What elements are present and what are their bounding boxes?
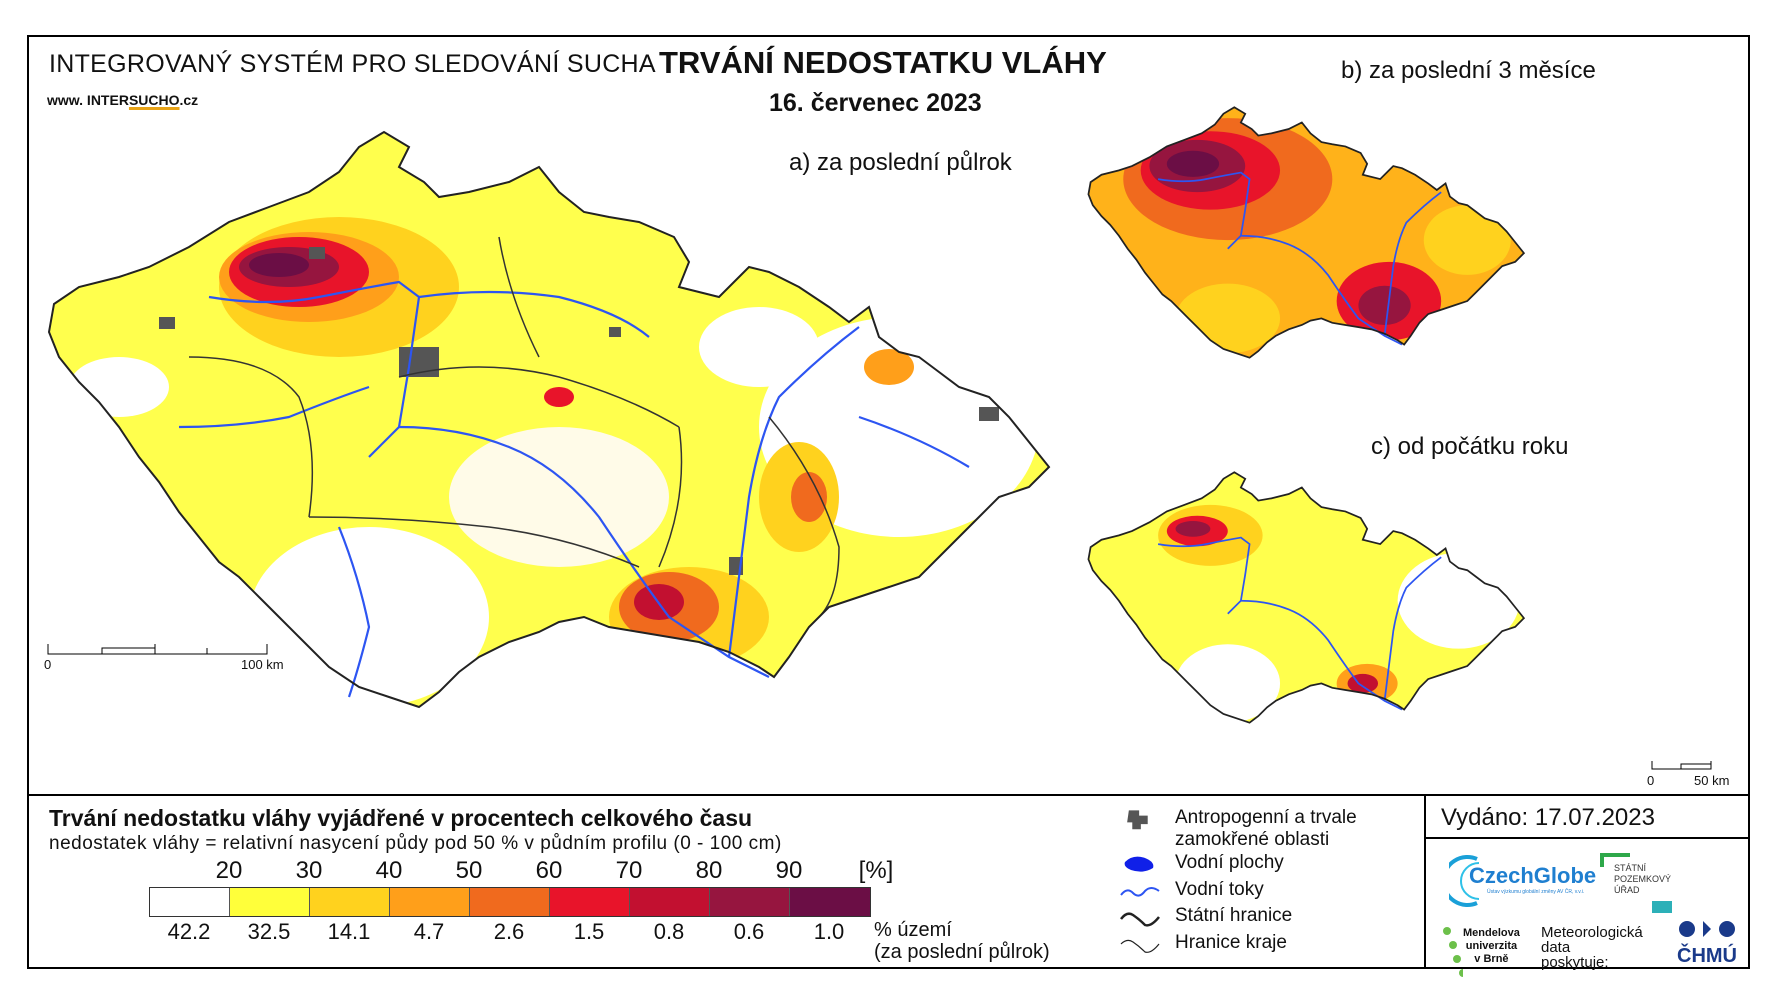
spu-mark-icon <box>1600 853 1630 867</box>
issued-divider <box>1424 837 1748 839</box>
legend-region-border: Hranice kraje <box>1119 932 1287 956</box>
legend-class-1 <box>230 888 310 916</box>
legend-share-1: 32.5 <box>247 919 291 944</box>
map-c-since-year-start <box>1087 471 1525 724</box>
issued-date: Vydáno: 17.07.2023 <box>1441 804 1655 831</box>
legend-subtitle: nedostatek vláhy = relativní nasycení pů… <box>49 833 782 854</box>
legend-share-3: 4.7 <box>413 919 445 944</box>
main-title: TRVÁNÍ NEDOSTATKU VLÁHY <box>659 45 1107 80</box>
legend-tick-80: 80 <box>695 857 723 884</box>
mendel-logo: Mendelova univerzita v Brně <box>1443 927 1520 977</box>
legend-share-2: 14.1 <box>327 919 371 944</box>
state-border-icon <box>1120 912 1160 927</box>
map-a-last-half-year <box>48 131 1050 708</box>
legend-tick-90: 90 <box>775 857 803 884</box>
legend-share-8: 1.0 <box>813 919 845 944</box>
legend-class-0 <box>150 888 230 916</box>
legend-class-7 <box>710 888 790 916</box>
legend-share-7: 0.6 <box>733 919 765 944</box>
scale-bar-a <box>47 644 268 655</box>
legend-share-unit: % území (za poslední půlrok) <box>874 919 1050 963</box>
data-provider-note: Meteorologická data poskytuje: <box>1541 924 1643 971</box>
legend-tick-60: 60 <box>535 857 563 884</box>
urban-area-icon <box>1127 810 1148 830</box>
legend-vertical-divider <box>1424 794 1426 967</box>
scale-c-end: 50 km <box>1694 773 1730 788</box>
legend-tick-30: 30 <box>295 857 323 884</box>
scale-a-start: 0 <box>44 657 52 672</box>
water-body-icon <box>1124 856 1154 872</box>
legend-class-8 <box>790 888 870 916</box>
legend-state-border: Státní hranice <box>1119 905 1292 929</box>
website-link[interactable]: www. INTERSUCHO.cz <box>47 92 199 108</box>
map-b-last-3-months <box>1087 106 1525 359</box>
mendel-dots-icon <box>1443 927 1463 977</box>
scale-bar-c <box>1651 761 1712 770</box>
legend-urban: Antropogenní a trvale zamokřené oblasti <box>1119 807 1357 851</box>
legend-share-6: 0.8 <box>653 919 685 944</box>
legend-class-5 <box>550 888 630 916</box>
legend-tick-20: 20 <box>215 857 243 884</box>
legend-tick-70: 70 <box>615 857 643 884</box>
legend-title: Trvání nedostatku vláhy vyjádřené v proc… <box>49 805 753 831</box>
legend-tick-40: 40 <box>375 857 403 884</box>
map-date: 16. červenec 2023 <box>769 89 982 117</box>
legend-share-4: 2.6 <box>493 919 525 944</box>
legend-class-6 <box>630 888 710 916</box>
map-a-label: a) za poslední půlrok <box>789 149 1012 176</box>
map-b-label: b) za poslední 3 měsíce <box>1341 57 1596 84</box>
chmu-mark-icon <box>1679 921 1735 937</box>
legend-divider <box>29 794 1748 796</box>
spu-logo: STÁTNÍ POZEMKOVÝ ÚŘAD <box>1600 853 1672 913</box>
system-title: INTEGROVANÝ SYSTÉM PRO SLEDOVÁNÍ SUCHA <box>49 50 656 78</box>
spu-mark-small-icon <box>1652 901 1672 913</box>
river-icon <box>1120 887 1160 897</box>
legend-share-5: 1.5 <box>573 919 605 944</box>
legend-share-0: 42.2 <box>167 919 211 944</box>
legend-class-2 <box>310 888 390 916</box>
legend-water-bodies: Vodní plochy <box>1119 852 1284 876</box>
legend-color-bar <box>149 887 871 917</box>
legend-unit: [%] <box>858 857 894 884</box>
czechglobe-logo: CzechGlobe Ústav výzkumu globální změny … <box>1441 853 1599 914</box>
legend-tick-50: 50 <box>455 857 483 884</box>
legend-class-4 <box>470 888 550 916</box>
legend-rivers: Vodní toky <box>1119 879 1264 903</box>
scale-a-end: 100 km <box>241 657 284 672</box>
region-border-icon <box>1120 939 1160 953</box>
legend-class-3 <box>390 888 470 916</box>
scale-c-start: 0 <box>1647 773 1655 788</box>
map-c-label: c) od počátku roku <box>1371 433 1569 460</box>
map-frame: INTEGROVANÝ SYSTÉM PRO SLEDOVÁNÍ SUCHA w… <box>27 35 1750 977</box>
